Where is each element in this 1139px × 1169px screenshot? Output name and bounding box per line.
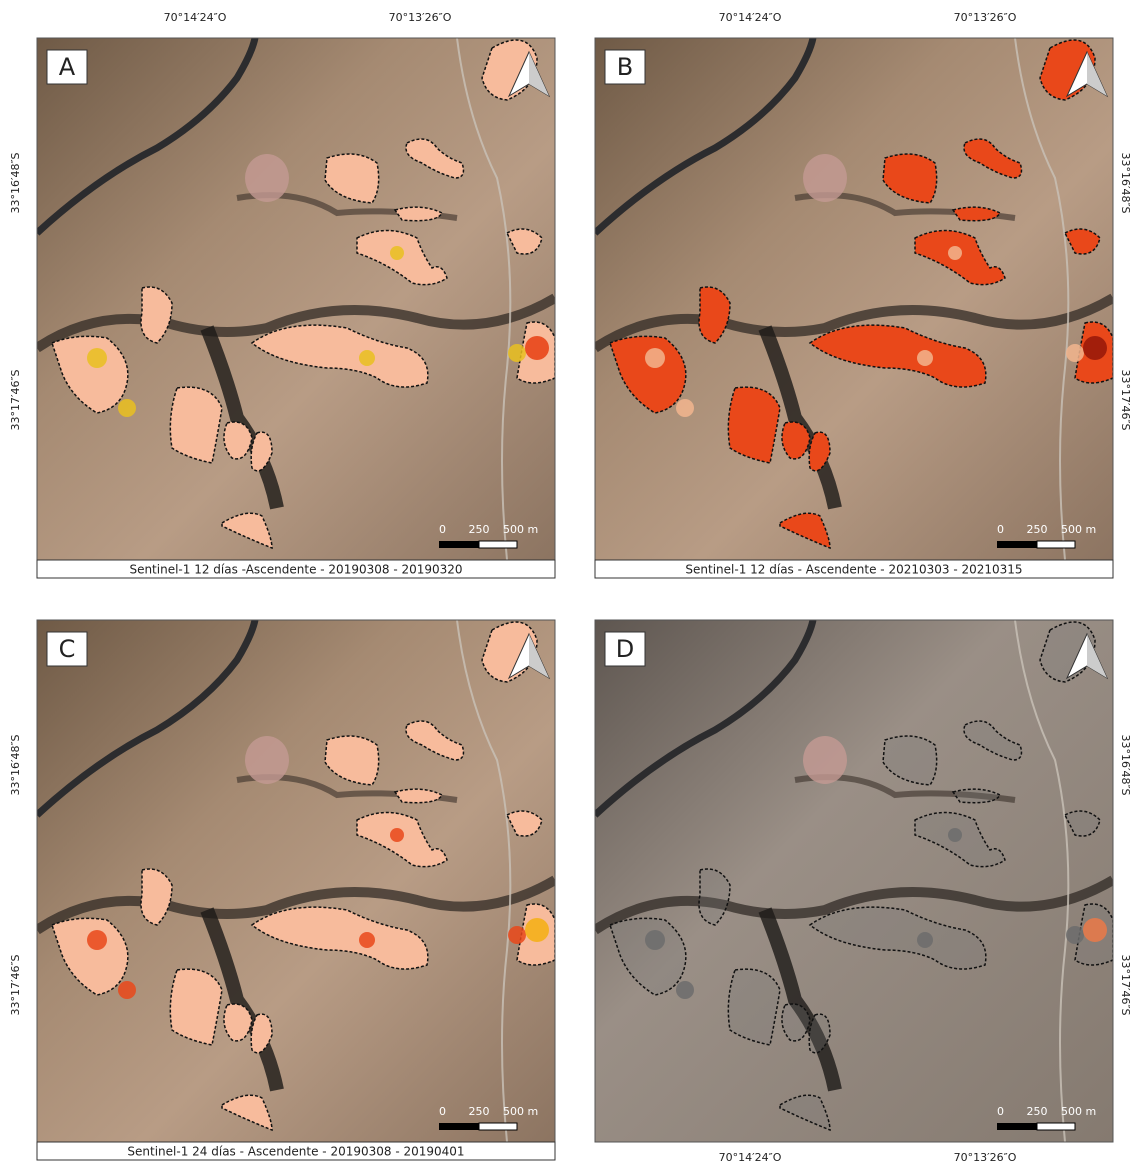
patch bbox=[645, 348, 665, 368]
scale-label: 500 m bbox=[1061, 1105, 1096, 1118]
scale-white bbox=[479, 541, 517, 548]
scale-white bbox=[479, 1123, 517, 1130]
crater bbox=[803, 736, 847, 784]
imagery bbox=[595, 620, 1113, 1142]
imagery bbox=[37, 620, 555, 1142]
terrain bbox=[595, 38, 1113, 560]
caption: Sentinel-1 12 días - Ascendente - 202103… bbox=[685, 563, 1022, 577]
latitude-label: 33°16′48″S bbox=[1119, 152, 1132, 213]
longitude-label: 70°13′26″O bbox=[954, 11, 1017, 24]
map-panel: B 0 250 500 m Sentinel-1 12 días - Ascendent… bbox=[595, 38, 1113, 578]
caption: Sentinel-1 24 días - Ascendente - 201903… bbox=[127, 1145, 464, 1159]
patch bbox=[525, 918, 549, 942]
longitude-label: 70°14′24″O bbox=[719, 11, 782, 24]
longitude-label: 70°14′24″O bbox=[164, 11, 227, 24]
patch bbox=[1083, 336, 1107, 360]
map-panel: A 0 250 500 m Sentinel-1 12 días -Ascendente… bbox=[37, 38, 555, 578]
patch bbox=[676, 399, 694, 417]
patch bbox=[917, 932, 933, 948]
panel-letter: B bbox=[617, 53, 633, 81]
scale-black bbox=[997, 1123, 1037, 1130]
patch bbox=[917, 350, 933, 366]
patch bbox=[87, 930, 107, 950]
scale-label: 250 bbox=[1027, 523, 1048, 536]
terrain bbox=[595, 620, 1113, 1142]
patch bbox=[359, 932, 375, 948]
scale-label: 250 bbox=[469, 523, 490, 536]
scale-black bbox=[439, 541, 479, 548]
patch bbox=[948, 246, 962, 260]
longitude-label: 70°14′24″O bbox=[719, 1151, 782, 1164]
patch bbox=[1066, 926, 1084, 944]
figure: A 0 250 500 m Sentinel-1 12 días -Ascendente… bbox=[0, 0, 1139, 1169]
terrain bbox=[37, 38, 555, 560]
scale-label: 0 bbox=[439, 1105, 446, 1118]
crater bbox=[803, 154, 847, 202]
patch bbox=[118, 399, 136, 417]
longitude-label: 70°13′26″O bbox=[389, 11, 452, 24]
terrain bbox=[37, 620, 555, 1142]
patch bbox=[87, 348, 107, 368]
patch bbox=[359, 350, 375, 366]
scale-label: 0 bbox=[439, 523, 446, 536]
scale-label: 500 m bbox=[1061, 523, 1096, 536]
scale-label: 500 m bbox=[503, 523, 538, 536]
scale-label: 500 m bbox=[503, 1105, 538, 1118]
scale-white bbox=[1037, 541, 1075, 548]
crater bbox=[245, 154, 289, 202]
imagery bbox=[595, 38, 1113, 560]
panel-letter: A bbox=[59, 53, 76, 81]
scale-black bbox=[439, 1123, 479, 1130]
panel-letter: D bbox=[616, 635, 634, 663]
scale-label: 250 bbox=[1027, 1105, 1048, 1118]
patch bbox=[948, 828, 962, 842]
patch bbox=[508, 926, 526, 944]
crater bbox=[245, 736, 289, 784]
landslide-polygon bbox=[728, 969, 780, 1045]
latitude-label: 33°16′48″S bbox=[9, 152, 22, 213]
scale-white bbox=[1037, 1123, 1075, 1130]
patch bbox=[1066, 344, 1084, 362]
panel-letter: C bbox=[59, 635, 76, 663]
patch bbox=[118, 981, 136, 999]
landslide-polygon bbox=[170, 969, 222, 1045]
patch bbox=[676, 981, 694, 999]
patch bbox=[525, 336, 549, 360]
patch bbox=[390, 828, 404, 842]
latitude-label: 33°16′48″S bbox=[9, 734, 22, 795]
landslide-polygon bbox=[728, 387, 780, 463]
landslide-polygon bbox=[170, 387, 222, 463]
latitude-label: 33°17′46″S bbox=[1119, 369, 1132, 430]
scale-label: 0 bbox=[997, 1105, 1004, 1118]
scale-label: 0 bbox=[997, 523, 1004, 536]
map-panel: D 0 250 500 m bbox=[595, 620, 1113, 1142]
scale-label: 250 bbox=[469, 1105, 490, 1118]
imagery bbox=[37, 38, 555, 560]
latitude-label: 33°16′48″S bbox=[1119, 734, 1132, 795]
latitude-label: 33°17′46″S bbox=[9, 954, 22, 1015]
patch bbox=[1083, 918, 1107, 942]
map-panel: C 0 250 500 m Sentinel-1 24 días - Ascendent… bbox=[37, 620, 555, 1160]
patch bbox=[390, 246, 404, 260]
scale-black bbox=[997, 541, 1037, 548]
latitude-label: 33°17′46″S bbox=[9, 369, 22, 430]
longitude-label: 70°13′26″O bbox=[954, 1151, 1017, 1164]
patch bbox=[645, 930, 665, 950]
patch bbox=[508, 344, 526, 362]
caption: Sentinel-1 12 días -Ascendente - 2019030… bbox=[129, 563, 462, 577]
latitude-label: 33°17′46″S bbox=[1119, 954, 1132, 1015]
